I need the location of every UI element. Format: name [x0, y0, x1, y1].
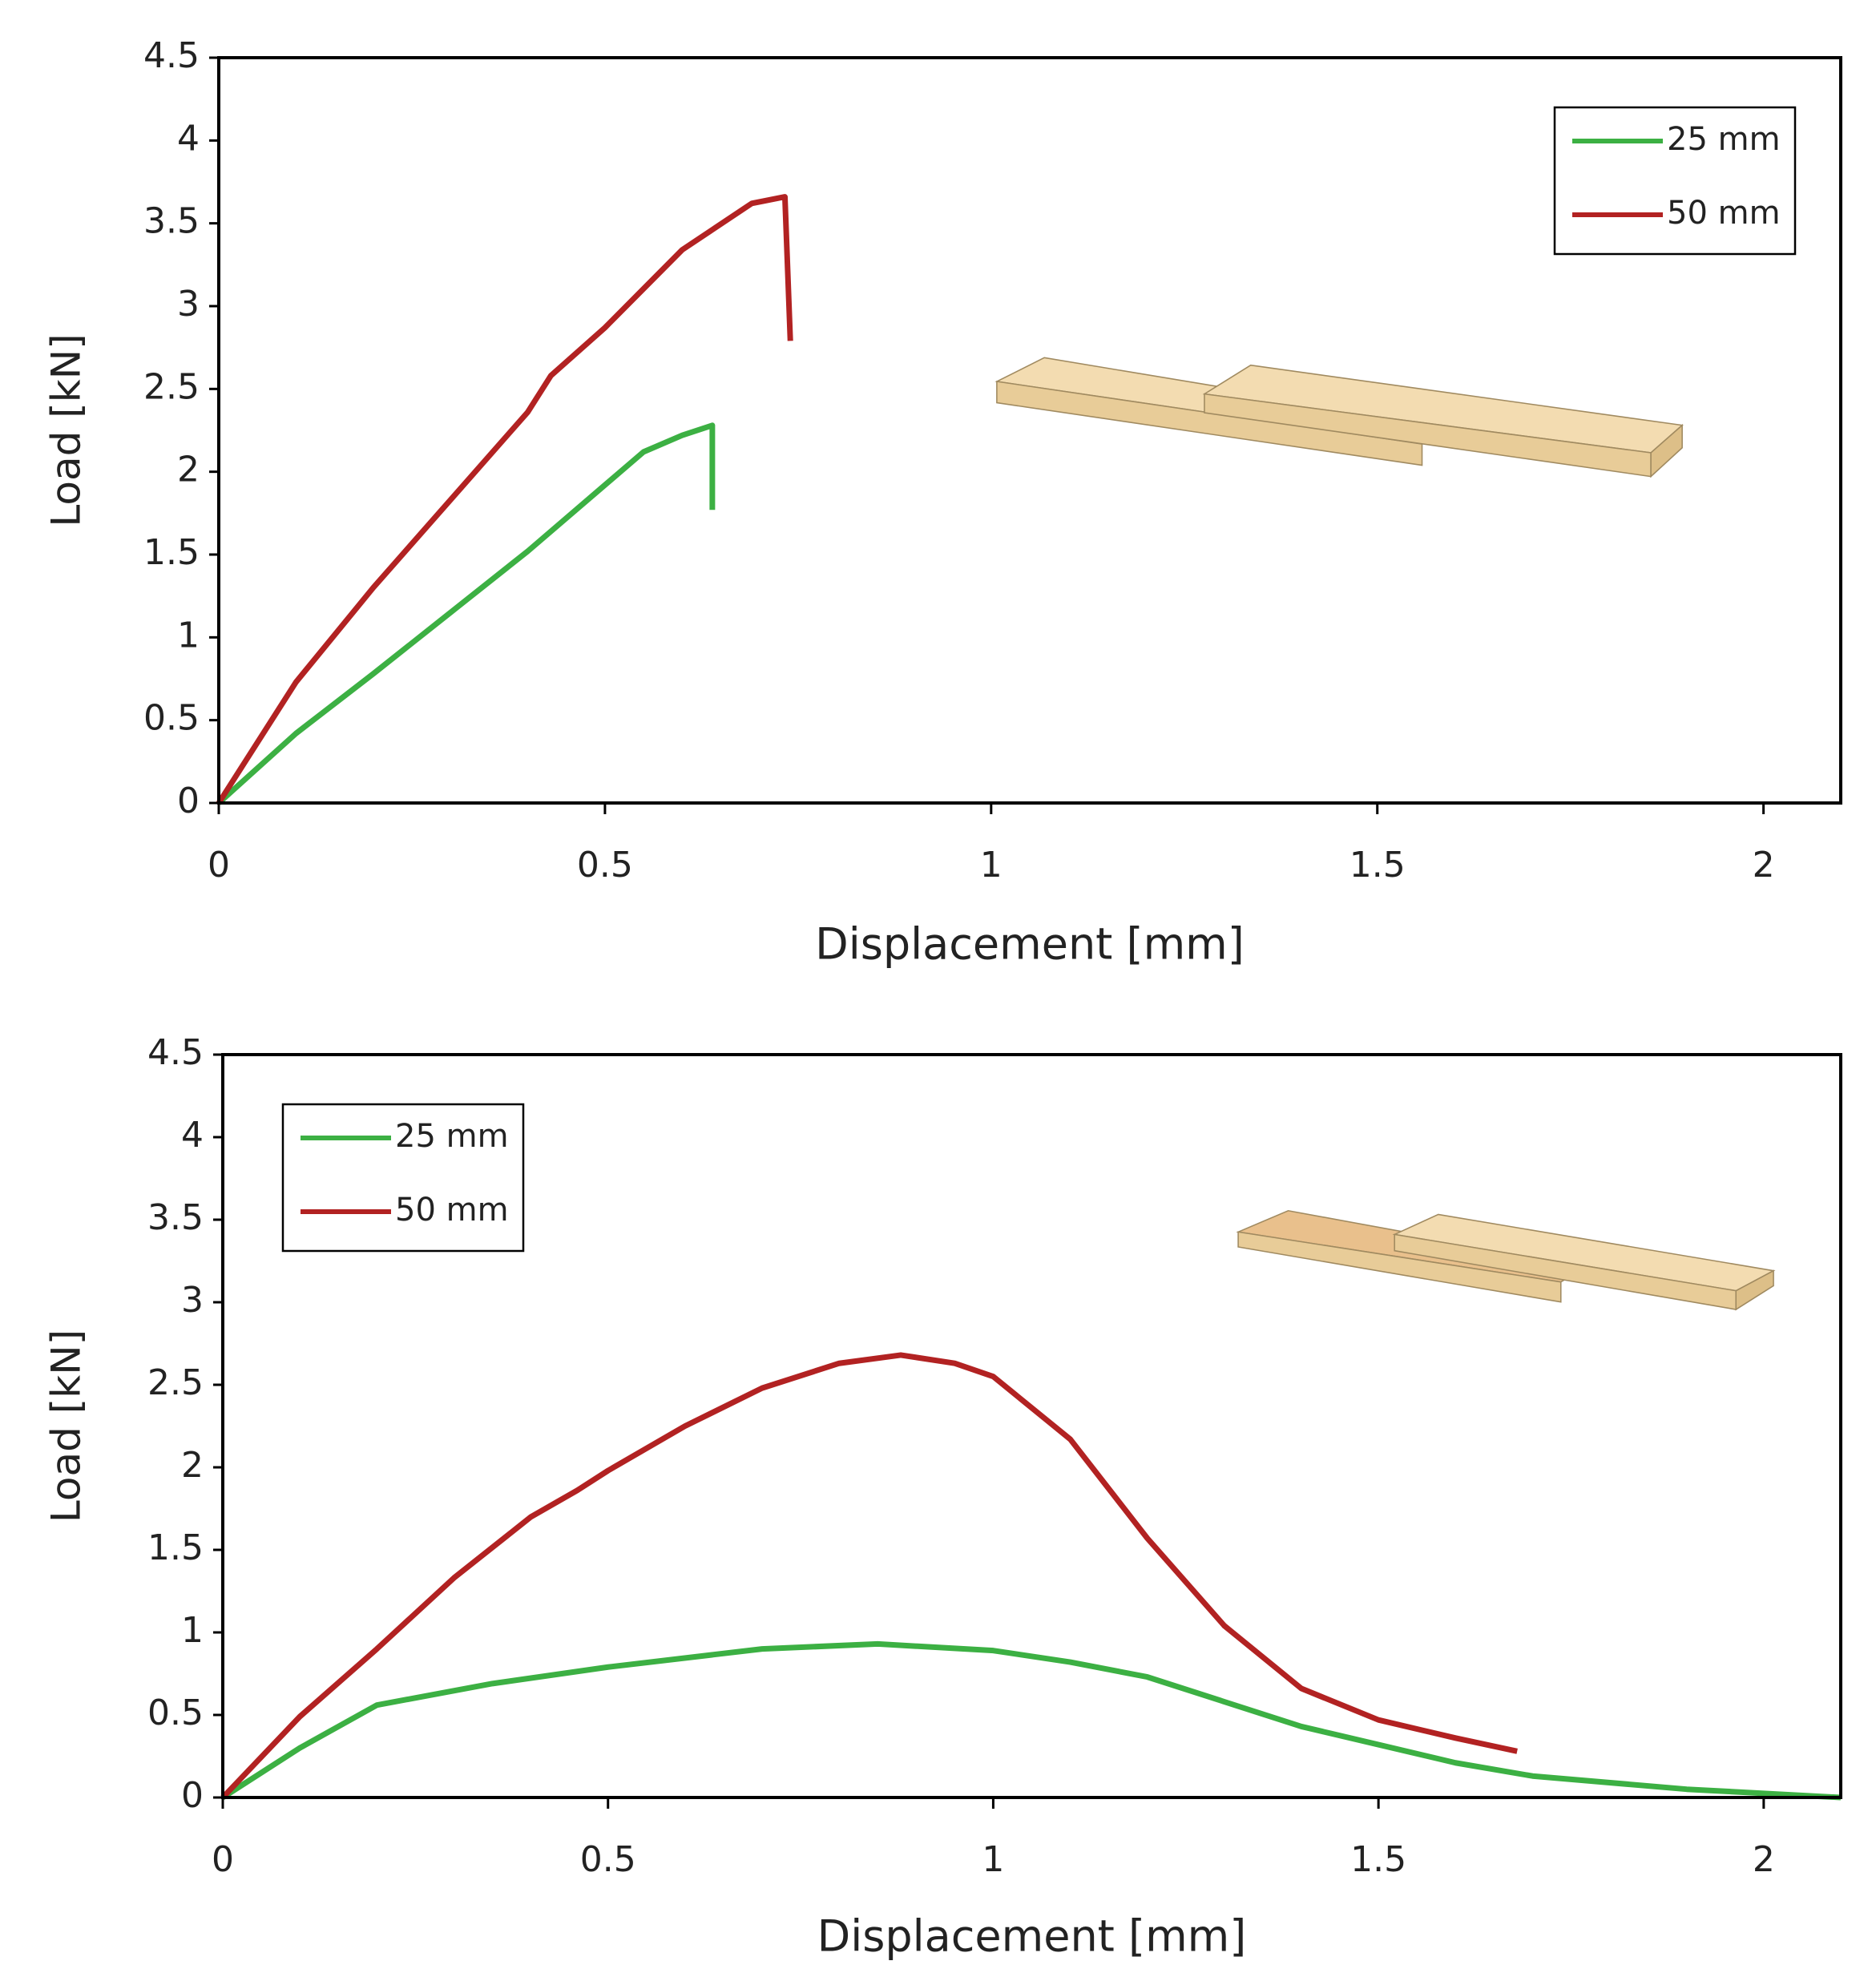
- x-tick-label: 1: [982, 1839, 1004, 1880]
- x-tick-label: 1.5: [1350, 1839, 1406, 1880]
- plot-frame: [221, 1053, 1842, 1799]
- y-tick-label: 2.5: [147, 1362, 204, 1403]
- specimen-illustrations: [994, 357, 1776, 1311]
- data-line: [220, 1352, 1518, 1800]
- x-tick-label: 1.5: [1350, 845, 1406, 886]
- x-axis-label: Displacement [mm]: [817, 1911, 1247, 1962]
- x-tick-label: 0: [212, 1839, 234, 1880]
- y-axis-label: Load [kN]: [43, 333, 90, 527]
- legend-label: 25 mm: [1667, 121, 1781, 158]
- y-tick-label: 1.5: [147, 1527, 204, 1568]
- x-axis-label: Displacement [mm]: [815, 919, 1245, 970]
- y-tick-label: 3.5: [147, 1197, 204, 1238]
- y-axis-label: Load [kN]: [43, 1329, 90, 1523]
- legend-label: 50 mm: [1667, 195, 1781, 232]
- plot-frame: [217, 56, 1842, 805]
- legend-box: [281, 1103, 525, 1253]
- y-tick-label: 1: [181, 1610, 204, 1651]
- y-tick-label: 1.5: [143, 532, 200, 573]
- y-tick-label: 2: [177, 450, 200, 490]
- y-tick-label: 0.5: [143, 698, 200, 739]
- legend-box: [1553, 106, 1797, 256]
- x-tick-label: 0: [208, 845, 230, 886]
- data-line: [216, 194, 793, 805]
- x-tick-label: 0.5: [577, 845, 633, 886]
- data-line: [216, 422, 716, 805]
- x-tick-label: 2: [1753, 1839, 1775, 1880]
- x-tick-label: 1: [980, 845, 1003, 886]
- y-tick-label: 0: [177, 781, 200, 821]
- legend-label: 50 mm: [395, 1192, 509, 1229]
- y-tick-label: 1: [177, 615, 200, 656]
- x-tick-label: 2: [1753, 845, 1775, 886]
- legend-label: 25 mm: [395, 1118, 509, 1155]
- y-tick-label: 2: [181, 1445, 204, 1486]
- y-tick-label: 4: [177, 118, 200, 159]
- y-tick-label: 3: [181, 1280, 204, 1321]
- y-tick-label: 4.5: [147, 1032, 204, 1073]
- y-tick-label: 3: [177, 284, 200, 325]
- y-tick-label: 2.5: [143, 366, 200, 407]
- data-line: [221, 1640, 1842, 1801]
- y-tick-label: 3.5: [143, 201, 200, 242]
- x-tick-label: 0.5: [580, 1839, 636, 1880]
- y-tick-label: 0: [181, 1775, 204, 1816]
- y-tick-label: 0.5: [147, 1693, 204, 1733]
- y-tick-label: 4: [181, 1115, 204, 1156]
- y-tick-label: 4.5: [143, 35, 200, 76]
